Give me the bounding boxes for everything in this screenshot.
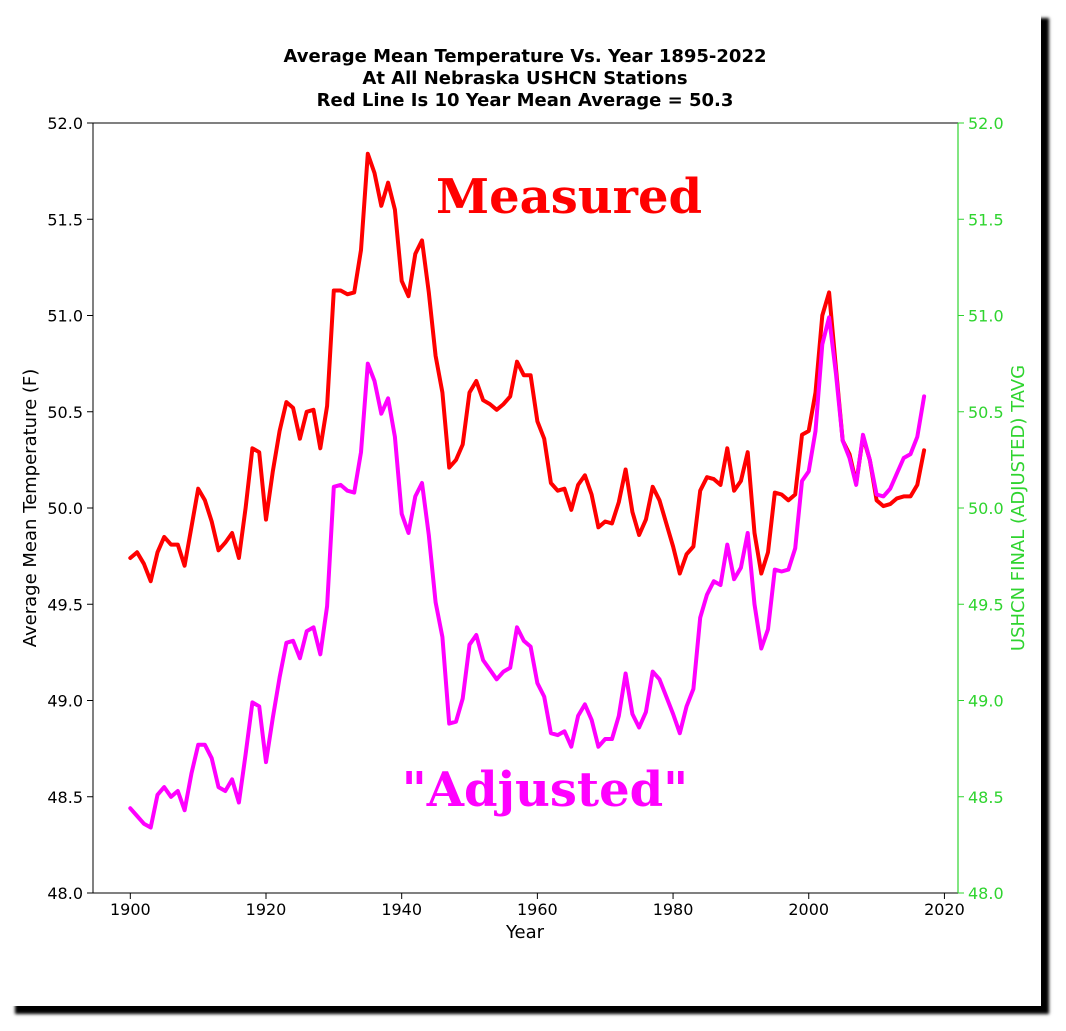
x-tick-label: 1940: [381, 900, 422, 919]
y-axis-left: 48.0 48.5 49.0 49.5 50.0 50.5 51.0 51.5 52.0: [47, 114, 93, 903]
x-axis: 1900 1920 1940 1960 1980 2000 2020: [110, 893, 965, 919]
y-tick-label-left: 48.5: [47, 788, 83, 807]
series-line-1: [128, 151, 927, 584]
y-axis-label-left: Average Mean Temperature (F): [20, 369, 41, 648]
annotation-adjusted: "Adjusted": [402, 762, 688, 818]
y-tick-label-left: 50.5: [47, 403, 83, 422]
y-tick-label-right: 48.0: [968, 884, 1004, 903]
y-axis-label-right: USHCN FINAL (ADJUSTED) TAVG: [1008, 365, 1029, 651]
x-tick-label: 1960: [517, 900, 558, 919]
title-line-2: At All Nebraska USHCN Stations: [362, 68, 687, 89]
chart: Average Mean Temperature Vs. Year 1895-2…: [20, 46, 1029, 943]
y-tick-label-right: 49.0: [968, 692, 1004, 711]
y-tick-label-left: 50.0: [47, 499, 83, 518]
x-axis-label: Year: [505, 922, 545, 943]
title-line-3: Red Line Is 10 Year Mean Average = 50.3: [317, 90, 734, 111]
title-line-1: Average Mean Temperature Vs. Year 1895-2…: [284, 46, 767, 67]
x-tick-label: 1920: [246, 900, 287, 919]
y-tick-label-left: 52.0: [47, 114, 83, 133]
y-tick-label-left: 51.5: [47, 210, 83, 229]
y-tick-label-left: 48.0: [47, 884, 83, 903]
y-tick-label-right: 50.5: [968, 403, 1004, 422]
x-tick-label: 1900: [110, 900, 151, 919]
y-tick-label-right: 51.0: [968, 307, 1004, 326]
y-tick-label-right: 51.5: [968, 210, 1004, 229]
y-tick-label-right: 48.5: [968, 788, 1004, 807]
y-tick-label-right: 49.5: [968, 595, 1004, 614]
y-tick-label-left: 49.5: [47, 595, 83, 614]
x-tick-label: 1980: [653, 900, 694, 919]
y-tick-label-left: 51.0: [47, 307, 83, 326]
x-tick-label: 2020: [924, 900, 965, 919]
figure-frame: Average Mean Temperature Vs. Year 1895-2…: [7, 10, 1041, 1006]
series-line-2: [128, 315, 927, 830]
y-tick-label-left: 49.0: [47, 692, 83, 711]
y-axis-right: 48.0 48.5 49.0 49.5 50.0 50.5 51.0 51.5 52.0: [958, 114, 1004, 903]
series-layer: [128, 151, 927, 830]
x-tick-label: 2000: [788, 900, 829, 919]
annotation-measured: Measured: [436, 169, 702, 225]
y-tick-label-right: 50.0: [968, 499, 1004, 518]
chart-title: Average Mean Temperature Vs. Year 1895-2…: [284, 46, 767, 111]
y-tick-label-right: 52.0: [968, 114, 1004, 133]
